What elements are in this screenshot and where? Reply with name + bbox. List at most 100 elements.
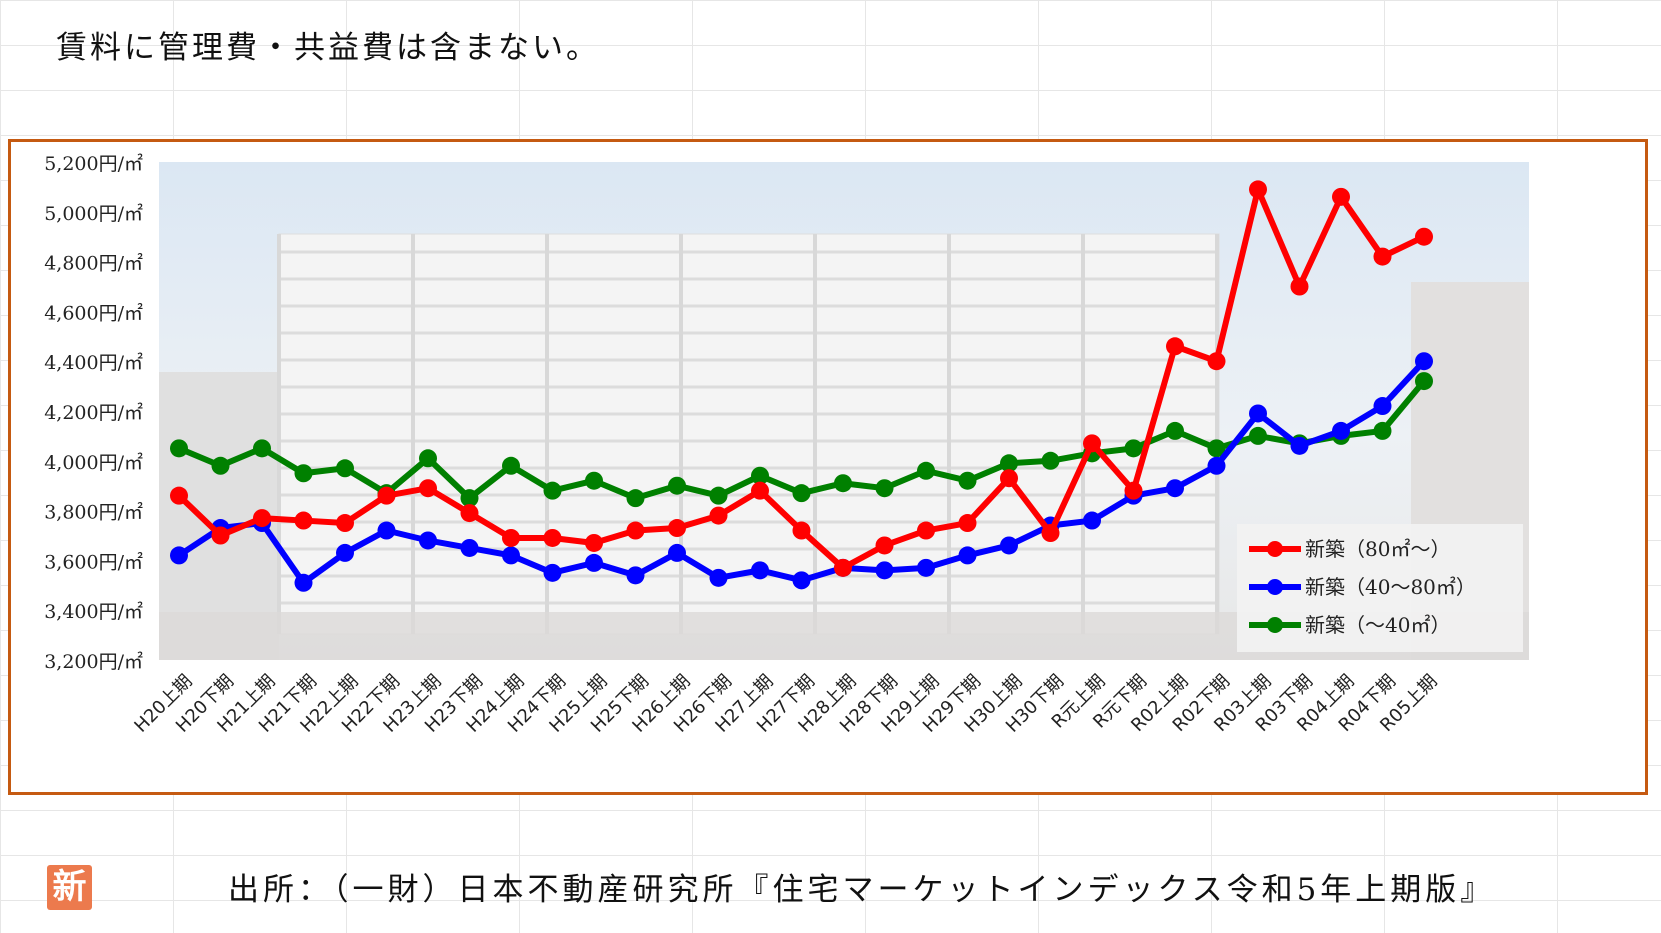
data-point bbox=[502, 456, 520, 475]
data-point bbox=[1041, 524, 1060, 543]
data-point bbox=[1207, 456, 1226, 475]
y-tick-label: 4,400円/㎡ bbox=[44, 351, 143, 374]
y-tick-label: 4,200円/㎡ bbox=[44, 401, 143, 424]
data-point bbox=[211, 526, 230, 545]
legend-label: 新築（～40㎡） bbox=[1305, 613, 1450, 637]
data-point bbox=[419, 449, 437, 468]
data-point bbox=[1166, 337, 1184, 356]
data-point bbox=[336, 543, 354, 562]
legend-label: 新築（80㎡～） bbox=[1305, 537, 1450, 561]
data-point bbox=[1207, 352, 1226, 371]
legend-swatch-marker bbox=[1267, 579, 1283, 595]
data-point bbox=[917, 521, 935, 540]
data-point bbox=[1083, 434, 1101, 453]
data-point bbox=[626, 566, 645, 585]
data-point bbox=[1124, 439, 1143, 458]
data-point bbox=[1000, 469, 1018, 488]
data-point bbox=[377, 486, 396, 505]
data-point bbox=[875, 479, 894, 498]
data-point bbox=[253, 439, 271, 458]
data-point bbox=[1415, 227, 1433, 246]
data-point bbox=[626, 521, 645, 540]
data-point bbox=[585, 471, 603, 490]
y-tick-label: 3,600円/㎡ bbox=[44, 550, 143, 573]
data-point bbox=[585, 533, 603, 552]
data-point bbox=[917, 558, 935, 577]
chart-legend: 新築（80㎡～） 新築（40～80㎡） 新築（～40㎡） bbox=[1237, 524, 1523, 652]
chart-frame: 3,200円/㎡ 3,400円/㎡ 3,600円/㎡ 3,800円/㎡ 4,000円/㎡… bbox=[8, 139, 1648, 910]
data-point bbox=[1041, 451, 1060, 470]
data-point bbox=[543, 563, 562, 582]
data-point bbox=[543, 481, 562, 500]
data-point bbox=[419, 479, 437, 498]
data-point bbox=[170, 546, 188, 565]
y-tick-label: 3,400円/㎡ bbox=[44, 600, 143, 623]
y-tick-label: 5,000円/㎡ bbox=[44, 202, 143, 225]
data-point bbox=[336, 514, 354, 533]
series-ff0000 bbox=[170, 180, 1433, 577]
data-point bbox=[460, 538, 479, 557]
x-axis-tick-labels: H20上期H20下期H21上期H21下期H22上期H22下期H23上期H23下期… bbox=[130, 671, 1441, 737]
data-point bbox=[460, 489, 479, 508]
data-point bbox=[211, 456, 230, 475]
data-point bbox=[1207, 439, 1226, 458]
y-tick-label: 3,200円/㎡ bbox=[44, 650, 143, 673]
data-point bbox=[294, 573, 313, 592]
data-point bbox=[1000, 536, 1018, 555]
data-point bbox=[1249, 404, 1267, 423]
data-point bbox=[460, 504, 479, 523]
data-point bbox=[1083, 511, 1101, 530]
data-point bbox=[834, 474, 852, 493]
data-point bbox=[1415, 352, 1433, 371]
legend-label: 新築（40～80㎡） bbox=[1305, 575, 1476, 599]
rent-line-chart: 3,200円/㎡ 3,400円/㎡ 3,600円/㎡ 3,800円/㎡ 4,000円/㎡… bbox=[44, 152, 1529, 737]
data-point bbox=[709, 506, 728, 525]
y-tick-label: 5,200円/㎡ bbox=[44, 152, 143, 175]
y-tick-label: 4,000円/㎡ bbox=[44, 451, 143, 474]
data-point bbox=[1290, 277, 1309, 296]
data-point bbox=[875, 561, 894, 580]
y-tick-label: 4,600円/㎡ bbox=[44, 301, 143, 324]
data-point bbox=[958, 514, 977, 533]
data-point bbox=[1290, 436, 1309, 455]
data-point bbox=[294, 464, 313, 483]
data-point bbox=[834, 558, 852, 577]
data-point bbox=[1373, 247, 1392, 266]
data-point bbox=[958, 546, 977, 565]
data-point bbox=[1373, 421, 1392, 440]
data-point bbox=[668, 543, 686, 562]
source-citation: 出所：（一財）日本不動産研究所『住宅マーケットインデックス令和5年上期版』 bbox=[228, 872, 1496, 908]
data-point bbox=[1166, 421, 1184, 440]
data-point bbox=[1373, 397, 1392, 416]
y-tick-label: 3,800円/㎡ bbox=[44, 501, 143, 524]
rent-note: 賃料に管理費・共益費は含まない。 bbox=[56, 30, 600, 66]
data-point bbox=[170, 486, 188, 505]
data-point bbox=[668, 519, 686, 538]
data-point bbox=[792, 484, 811, 503]
data-point bbox=[792, 521, 811, 540]
data-point bbox=[1332, 421, 1350, 440]
data-point bbox=[543, 528, 562, 547]
data-point bbox=[502, 528, 520, 547]
data-point bbox=[1415, 372, 1433, 391]
data-point bbox=[751, 466, 769, 485]
data-point bbox=[709, 486, 728, 505]
data-point bbox=[626, 489, 645, 508]
new-build-badge-icon: 新 bbox=[47, 865, 92, 910]
data-point bbox=[502, 546, 520, 565]
data-point bbox=[253, 509, 271, 528]
data-point bbox=[1249, 426, 1267, 445]
data-point bbox=[1166, 479, 1184, 498]
y-tick-label: 4,800円/㎡ bbox=[44, 252, 143, 275]
data-point bbox=[1249, 180, 1267, 199]
data-point bbox=[585, 553, 603, 572]
data-point bbox=[958, 471, 977, 490]
data-point bbox=[1124, 481, 1143, 500]
data-point bbox=[419, 531, 437, 550]
legend-swatch-marker bbox=[1267, 617, 1283, 633]
data-point bbox=[917, 461, 935, 480]
data-point bbox=[709, 568, 728, 587]
chart-series bbox=[170, 180, 1433, 592]
data-point bbox=[294, 511, 313, 530]
data-point bbox=[751, 481, 769, 500]
